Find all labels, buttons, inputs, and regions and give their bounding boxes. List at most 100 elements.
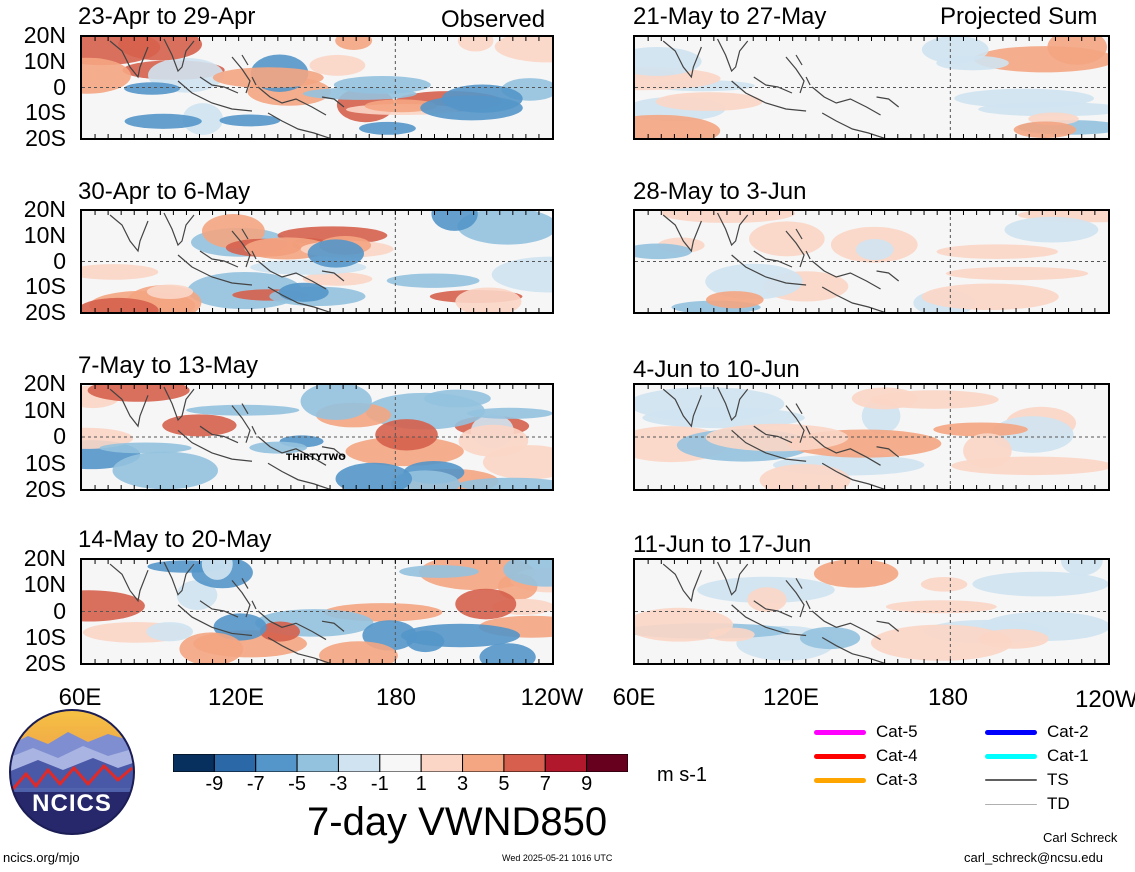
coastline (795, 54, 803, 66)
coastline (805, 250, 811, 260)
lat-label: 10S (25, 273, 66, 300)
coastline (785, 230, 805, 268)
anomaly-blob (118, 37, 203, 61)
anomaly-blob (945, 266, 1089, 281)
coastline (876, 620, 900, 632)
coastline (753, 250, 793, 268)
anomaly-blob (635, 114, 721, 138)
coastline (811, 610, 881, 641)
coastline (805, 76, 811, 86)
coastline (241, 54, 249, 66)
map-panel-obs-2 (80, 209, 554, 314)
map-panel-proj-3 (633, 383, 1110, 491)
anomaly-blob (455, 287, 522, 312)
coastline (321, 446, 345, 458)
colorbar-tick-label: -3 (329, 773, 348, 795)
coastline (241, 228, 249, 240)
colorbar (172, 753, 629, 773)
map-panel-proj-1 (633, 35, 1110, 140)
anomaly-blob (458, 424, 529, 457)
coastline (199, 76, 239, 94)
colorbar-swatch (213, 753, 257, 773)
coastline (267, 462, 331, 489)
anomaly-blob (457, 37, 494, 52)
lon-label-right-180: 180 (927, 684, 969, 711)
coastline (321, 620, 345, 632)
anomaly-blob (503, 560, 552, 587)
anomaly-blob (494, 37, 552, 63)
coastline (876, 446, 900, 458)
coastline (785, 580, 805, 618)
anomaly-blob (345, 436, 464, 467)
anomaly-blob (176, 580, 218, 610)
anomaly-blob (162, 414, 237, 437)
anomaly-blob (813, 560, 899, 588)
coastline (811, 436, 881, 466)
coastline (321, 270, 345, 282)
lat-label: 10S (25, 99, 66, 126)
coastline (662, 388, 702, 428)
coastline (731, 80, 807, 112)
colorbar-tick-label: -9 (205, 773, 224, 795)
coastline (199, 600, 239, 618)
panel-title-proj-3: 4-Jun to 10-Jun (633, 356, 800, 383)
coastline (753, 425, 793, 444)
coastline (257, 610, 327, 641)
lat-label: 20S (25, 299, 66, 325)
map-panel-proj-2 (633, 209, 1110, 314)
coastline (241, 578, 249, 589)
colorbar-swatch (503, 753, 546, 773)
coastline (267, 636, 331, 663)
panel-title-proj-1: 21-May to 27-May (633, 3, 827, 30)
ncics-logo: NCICS (8, 708, 136, 836)
coastline (662, 563, 702, 603)
anomaly-blob (335, 37, 373, 50)
anomaly-blob (124, 113, 202, 129)
colorbar-swatch (296, 753, 339, 773)
footer-timestamp: Wed 2025-05-21 1016 UTC (502, 853, 613, 863)
colorbar-swatch (544, 753, 588, 773)
coastline (257, 436, 327, 466)
legend-label: TS (1047, 770, 1069, 789)
colorbar-units: m s-1 (657, 764, 707, 786)
anomaly-blob (954, 88, 1094, 108)
coastline (109, 388, 149, 428)
coastline (199, 250, 239, 268)
anomaly-blob (249, 441, 308, 454)
anomaly-blob (278, 282, 329, 302)
coastline (177, 80, 253, 112)
anomaly-blob (219, 114, 281, 127)
panel-title-proj-4: 11-Jun to 17-Jun (633, 531, 812, 558)
legend-swatch (985, 729, 1037, 735)
coastline (795, 578, 803, 589)
anomaly-blob (179, 632, 244, 663)
coastline (821, 286, 886, 312)
coastline (785, 405, 805, 443)
anomaly-blob (359, 121, 416, 135)
anomaly-blob (458, 477, 552, 489)
colorbar-swatch (379, 753, 422, 773)
lat-label: 10S (25, 449, 66, 476)
legend-label: Cat-5 (876, 722, 918, 741)
anomaly-blob (705, 423, 849, 452)
lon-label-left-120w: 120W (520, 684, 584, 711)
logo-text: NCICS (32, 790, 112, 817)
lat-label: 0 (53, 423, 66, 449)
anomaly-blob (479, 643, 536, 663)
anomaly-blob (99, 442, 192, 454)
anomaly-blob (82, 264, 159, 280)
lat-label: 10N (23, 47, 66, 74)
anomaly-blob (706, 291, 764, 309)
anomaly-blob (431, 211, 478, 231)
colorbar-swatch (462, 753, 505, 773)
colorbar-swatch (586, 753, 629, 773)
anomaly-blob (467, 407, 552, 419)
lon-label-left-60e: 60E (58, 684, 102, 711)
coastline (163, 386, 195, 422)
lat-label: 10N (23, 396, 66, 423)
coastline (251, 250, 257, 260)
legend-swatch (814, 753, 866, 759)
legend-label: Cat-2 (1047, 722, 1089, 741)
footer-url: ncics.org/mjo (3, 850, 80, 865)
anomaly-blob (300, 385, 372, 421)
